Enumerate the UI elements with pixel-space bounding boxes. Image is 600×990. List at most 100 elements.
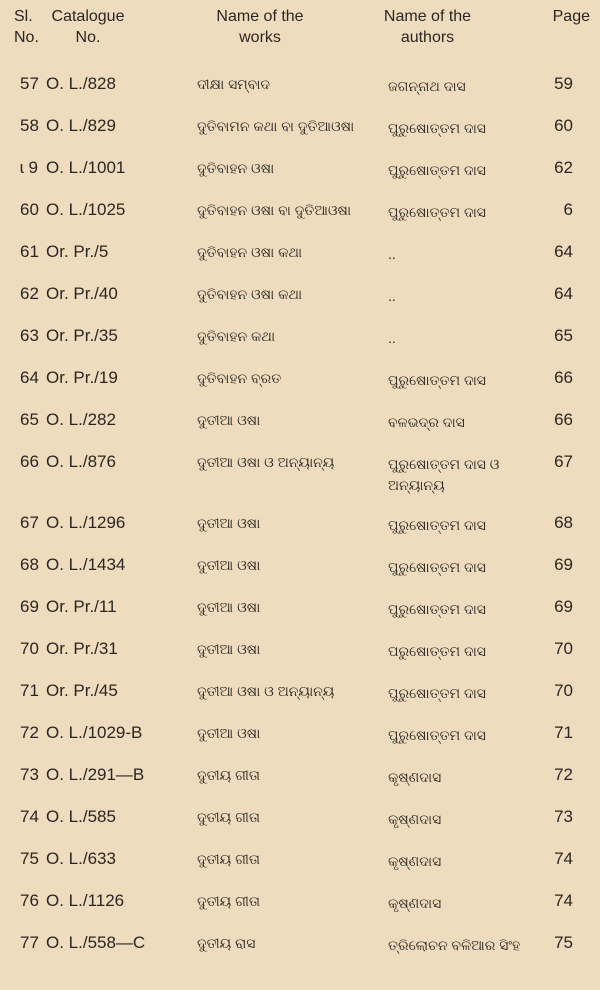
table-row: 67 O. L./1296 ଦୁତୀଆ ଓଷା ପୁରୁଷୋତ୍ତମ ଦାସ 68 (0, 509, 600, 551)
cell-cat: O. L./633 (46, 849, 116, 868)
table-row: 72 O. L./1029-B ଦୁତୀଆ ଓଷା ପୁରୁଷୋତ୍ତମ ଦାସ 71 (0, 719, 600, 761)
cell-cat: O. L./1001 (46, 158, 126, 177)
cell-page: 66 (554, 368, 573, 387)
cell-author-name: ପୁରୁଷୋତ୍ତମ ଦାସ (388, 727, 486, 743)
cell-work-name: ଦୁତୀଆ ଓଷା ଓ ଅନ୍ୟାନ୍ୟ (197, 454, 335, 470)
cell-page: 66 (554, 410, 573, 429)
cell-cat: Or. Pr./11 (46, 597, 117, 616)
cell-cat: Or. Pr./5 (46, 242, 109, 261)
header-catalogue-no: Catalogue No. (48, 6, 128, 48)
cell-work-name: ଦୁତୀୟ ଗୀତା (197, 893, 261, 909)
cell-cat: O. L./1029-B (46, 723, 143, 742)
cell-author-name: କୃଷ୍ଣଦାସ (388, 769, 442, 785)
cell-author-name: ପୁରୁଷୋତ୍ତମ ଦାସ (388, 372, 486, 388)
cell-author-name: ପୁରୁଷୋତ୍ତମ ଦାସ (388, 120, 486, 136)
cell-cat: O. L./1025 (46, 200, 126, 219)
cell-work-name: ଦୁତୀଆ ଓଷା (197, 725, 261, 741)
table-row: 58 O. L./829 ଦୁତିବାମନ କଥା ବା ଦୁତିଆଓଷା ପୁରୁଷ… (0, 112, 600, 154)
cell-work-name: ଦୁତିବାହନ ଓଷା କଥା (197, 244, 303, 260)
cell-page: 74 (554, 849, 573, 868)
cell-page: 70 (554, 639, 573, 658)
cell-sl: 65 (20, 410, 39, 429)
cell-sl: 77 (20, 933, 39, 952)
cell-author-name: .. (388, 288, 396, 304)
table-row: 64 Or. Pr./19 ଦୁତିବାହନ ବ୍ରତ ପୁରୁଷୋତ୍ତମ ଦାସ 6… (0, 364, 600, 406)
cell-page: 64 (554, 284, 573, 303)
cell-work-name: ଦୁତୀୟ ଗୀତା (197, 809, 261, 825)
cell-sl: 71 (20, 681, 39, 700)
cell-work-name: ଦୁତୀଆ ଓଷା (197, 641, 261, 657)
cell-page: 69 (554, 555, 573, 574)
cell-author-name: ପୁରୁଷୋତ୍ତମ ଦାସ (388, 685, 486, 701)
table-row: 69 Or. Pr./11 ଦୁତୀଆ ଓଷା ପୁରୁଷୋତ୍ତମ ଦାସ 69 (0, 593, 600, 635)
table-row: 71 Or. Pr./45 ଦୁତୀଆ ଓଷା ଓ ଅନ୍ୟାନ୍ୟ ପୁରୁଷୋତ୍… (0, 677, 600, 719)
cell-sl: 67 (20, 513, 39, 532)
header-text: authors (400, 29, 455, 46)
cell-author-name: ପୁରୁଷୋତ୍ତମ ଦାସ (388, 204, 486, 220)
cell-page: 69 (554, 597, 573, 616)
cell-page: 67 (554, 452, 573, 471)
header-text: Sl. (14, 8, 33, 25)
header-text: works (239, 29, 281, 46)
cell-cat: Or. Pr./19 (46, 368, 118, 387)
cell-work-name: ଦୁତୀଆ ଓଷା (197, 557, 261, 573)
table-row: 62 Or. Pr./40 ଦୁତିବାହନ ଓଷା କଥା.. 64 (0, 280, 600, 322)
table-row: ɩ 9 O. L./1001 ଦୁତିବାହନ ଓଷା ପୁରୁଷୋତ୍ତମ ଦାସ 6… (0, 154, 600, 196)
table-row: 57 O. L./828 ଦୀକ୍ଷା ସମ୍ବାଦ ଜଗନ୍ନାଥ ଦାସ 59 (0, 70, 600, 112)
cell-author-name: ପୁରୁଷୋତ୍ତମ ଦାସ (388, 559, 486, 575)
header-text: Name of the (216, 8, 304, 25)
cell-author-name: ପୁରୁଷୋତ୍ତମ ଦାସ ଓ ଅନ୍ୟାନ୍ୟ (388, 456, 500, 493)
cell-sl: 58 (20, 116, 39, 135)
cell-page: 6 (563, 200, 573, 219)
header-text: Page (552, 8, 590, 25)
header-works: Name of the works (195, 6, 325, 48)
cell-sl: 62 (20, 284, 39, 303)
cell-work-name: ଦୁତୀଆ ଓଷା (197, 412, 261, 428)
cell-sl: 68 (20, 555, 39, 574)
cell-author-name: ପୁରୁଷୋତ୍ତମ ଦାସ (388, 162, 486, 178)
header-text: Catalogue (51, 8, 125, 25)
cell-sl: 75 (20, 849, 39, 868)
table-row: 65 O. L./282 ଦୁତୀଆ ଓଷା ବଳଭଦ୍ର ଦାସ 66 (0, 406, 600, 448)
table-row: 70 Or. Pr./31 ଦୁତୀଆ ଓଷା ପରୁଷୋତ୍ତମ ଦାସ 70 (0, 635, 600, 677)
cell-cat: O. L./876 (46, 452, 116, 471)
cell-cat: O. L./291—B (46, 765, 145, 784)
cell-cat: Or. Pr./31 (46, 639, 118, 658)
cell-cat: Or. Pr./40 (46, 284, 118, 303)
header-text: No. (14, 29, 39, 46)
table-row: 61 Or. Pr./5 ଦୁତିବାହନ ଓଷା କଥା.. 64 (0, 238, 600, 280)
cell-cat: Or. Pr./35 (46, 326, 118, 345)
cell-work-name: ଦୁତୀଆ ଓଷା ଓ ଅନ୍ୟାନ୍ୟ (197, 683, 335, 699)
cell-work-name: ଦୁତିବାହନ ଓଷା କଥା (197, 286, 303, 302)
cell-sl: 61 (20, 242, 39, 261)
cell-work-name: ଦୁତୀୟ ରାସ (197, 935, 256, 951)
cell-page: 68 (554, 513, 573, 532)
cell-page: 70 (554, 681, 573, 700)
cell-author-name: .. (388, 246, 396, 262)
header-text: Name of the (383, 8, 472, 25)
cell-work-name: ଦୀକ୍ଷା ସମ୍ବାଦ (197, 76, 271, 92)
cell-sl: 72 (20, 723, 39, 742)
cell-sl: 76 (20, 891, 39, 910)
cell-cat: O. L./558—C (46, 933, 146, 952)
cell-page: 59 (554, 74, 573, 93)
cell-sl: 57 (20, 74, 39, 93)
table-row: 68 O. L./1434 ଦୁତୀଆ ଓଷା ପୁରୁଷୋତ୍ତମ ଦାସ 69 (0, 551, 600, 593)
cell-author-name: .. (388, 330, 396, 346)
table-row: 73 O. L./291—B ଦୁତୀୟ ଗୀତା କୃଷ୍ଣଦାସ 72 (0, 761, 600, 803)
cell-sl: 69 (20, 597, 39, 616)
catalogue-table: 57 O. L./828 ଦୀକ୍ଷା ସମ୍ବାଦ ଜଗନ୍ନାଥ ଦାସ 59 58 O… (0, 70, 600, 990)
cell-sl: 60 (20, 200, 39, 219)
cell-cat: O. L./1126 (46, 891, 125, 910)
cell-work-name: ଦୁତୀୟ ଗୀତା (197, 767, 261, 783)
cell-cat: O. L./1296 (46, 513, 126, 532)
cell-sl: 66 (20, 452, 39, 471)
cell-cat: O. L./282 (46, 410, 116, 429)
cell-sl: 74 (20, 807, 39, 826)
cell-author-name: ପୁରୁଷୋତ୍ତମ ଦାସ (388, 601, 486, 617)
cell-page: 71 (554, 723, 573, 742)
cell-page: 73 (554, 807, 573, 826)
cell-work-name: ଦୁତିବାହନ ଓଷା (197, 160, 275, 176)
cell-work-name: ଦୁତୀଆ ଓଷା (197, 599, 261, 615)
table-row: 63 Or. Pr./35 ଦୁତିବାହନ କଥା.. 65 (0, 322, 600, 364)
